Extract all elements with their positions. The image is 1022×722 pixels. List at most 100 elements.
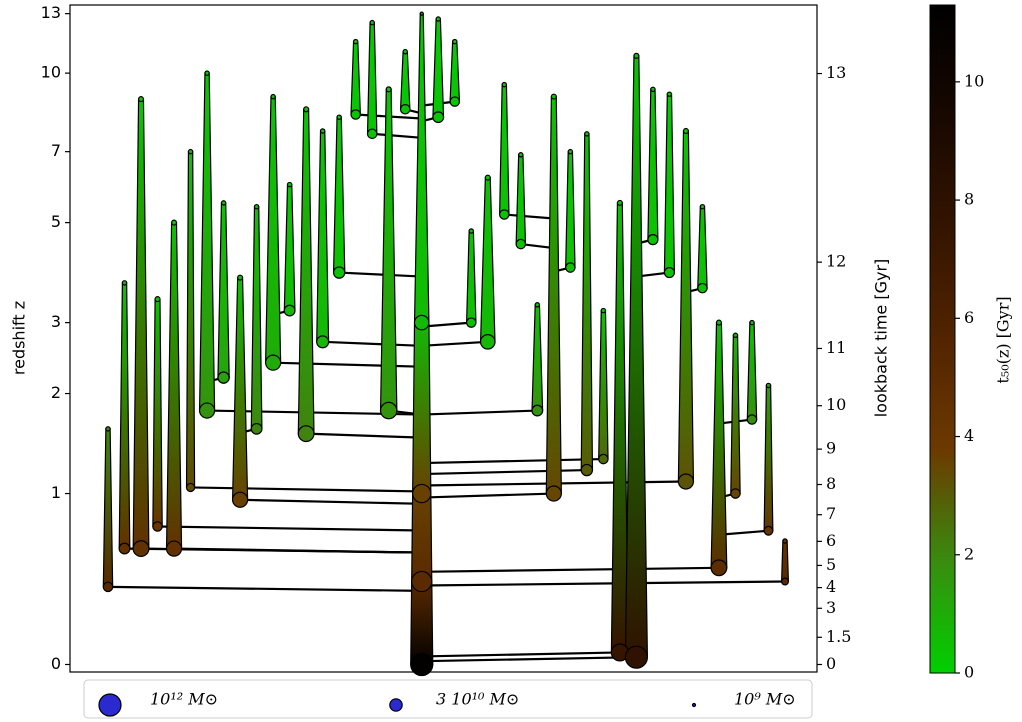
halo-node [411, 570, 433, 593]
colorbar-tick-label: 6 [964, 308, 974, 327]
halo-node [600, 307, 607, 314]
halo-node [699, 203, 706, 210]
branch-band [366, 22, 378, 135]
halo-node [730, 488, 741, 499]
branch-band [118, 282, 131, 550]
halo-node [198, 402, 216, 419]
branch-band [515, 154, 527, 245]
branch-band [198, 72, 216, 412]
branch-band [332, 116, 346, 274]
branch-band [379, 88, 398, 412]
merger-line [190, 486, 422, 493]
halo-node [204, 70, 210, 76]
y2-tick-label: 7 [826, 504, 836, 523]
legend-label: 10¹² M⊙ [150, 690, 218, 709]
branch-band [399, 51, 411, 110]
halo-node [220, 200, 227, 206]
halo-node [598, 453, 609, 465]
halo-node [479, 334, 496, 350]
y2-tick-label: 1.5 [826, 627, 851, 646]
colorbar-tick-label: 0 [964, 663, 974, 682]
halo-node [746, 414, 758, 425]
halo-nodes [102, 11, 790, 677]
halo-node [715, 319, 723, 326]
halo-node [410, 652, 434, 677]
legend-label: 3 10¹⁰ M⊙ [436, 690, 519, 709]
branch-band [677, 130, 695, 483]
halo-node [534, 302, 541, 308]
halo-node [501, 81, 508, 88]
y2-tick-label: 4 [826, 577, 836, 596]
y-tick-label: 1 [51, 483, 61, 502]
y2-tick-label: 10 [826, 395, 846, 414]
halo-node [303, 106, 310, 113]
merger-line [421, 457, 604, 465]
plot-frame [69, 4, 818, 673]
y2-axis-label: lookback time [Gyr] [872, 259, 891, 418]
branch-band [250, 206, 263, 430]
branch-band [297, 108, 315, 435]
halo-node [697, 282, 708, 294]
branch-band [152, 298, 163, 528]
y-tick-label: 3 [51, 312, 61, 331]
halo-node [250, 422, 263, 435]
merger-tree [102, 11, 790, 677]
colorbar-label: t₅₀(z) [Gyr] [994, 296, 1013, 383]
merger-line [421, 656, 637, 663]
y-tick-label: 7 [51, 141, 61, 160]
merger-line [421, 580, 786, 587]
halo-node [369, 19, 375, 26]
halo-node [402, 48, 408, 55]
merger-line [174, 547, 422, 554]
halo-node [432, 111, 445, 124]
branch-band [102, 428, 114, 588]
y2-tick-label: 0 [826, 654, 836, 673]
halo-node [102, 581, 114, 593]
branch-band [132, 98, 150, 550]
merger-line [107, 585, 422, 592]
y2-tick-label: 3 [826, 598, 836, 617]
merger-line [421, 651, 620, 658]
merger-line [520, 242, 554, 250]
colorbar-tick-label: 2 [964, 544, 974, 563]
branch-band [432, 18, 445, 118]
branch-band [647, 88, 659, 241]
branch-band [217, 202, 230, 379]
halo-node [319, 128, 326, 134]
halo-node [682, 127, 689, 135]
branch-band [231, 277, 249, 501]
halo-node [399, 104, 411, 115]
halo-node [763, 525, 774, 536]
branch-band [316, 130, 330, 343]
halo-node [231, 491, 249, 508]
halo-node [154, 296, 161, 303]
y2-tick-label: 11 [826, 338, 846, 357]
branch-band [598, 309, 609, 460]
halo-node [297, 425, 315, 443]
branch-band [465, 230, 477, 324]
branch-band [479, 177, 496, 343]
y-axis-label: redshift z [10, 301, 29, 375]
halo-node [217, 371, 230, 384]
merger-line [718, 529, 769, 536]
branch-band [580, 133, 594, 471]
colorbar-tick-label: 10 [964, 71, 984, 90]
branch-band [565, 151, 576, 269]
y2-tick-label: 8 [826, 474, 836, 493]
halo-node [663, 266, 676, 279]
halo-node [366, 128, 378, 140]
halo-node [550, 93, 557, 100]
halo-node [484, 174, 491, 181]
branch-band [165, 222, 183, 550]
halo-node [565, 262, 576, 273]
y2-tick-label: 9 [826, 439, 836, 458]
legend-box [83, 679, 813, 719]
halo-node [185, 482, 196, 493]
halo-node [385, 86, 392, 93]
y-tick-label: 0 [51, 654, 61, 673]
merger-line [322, 340, 422, 347]
halo-node [677, 473, 695, 490]
halo-node [465, 317, 477, 328]
halo-node [765, 382, 772, 389]
halo-node [567, 148, 574, 155]
